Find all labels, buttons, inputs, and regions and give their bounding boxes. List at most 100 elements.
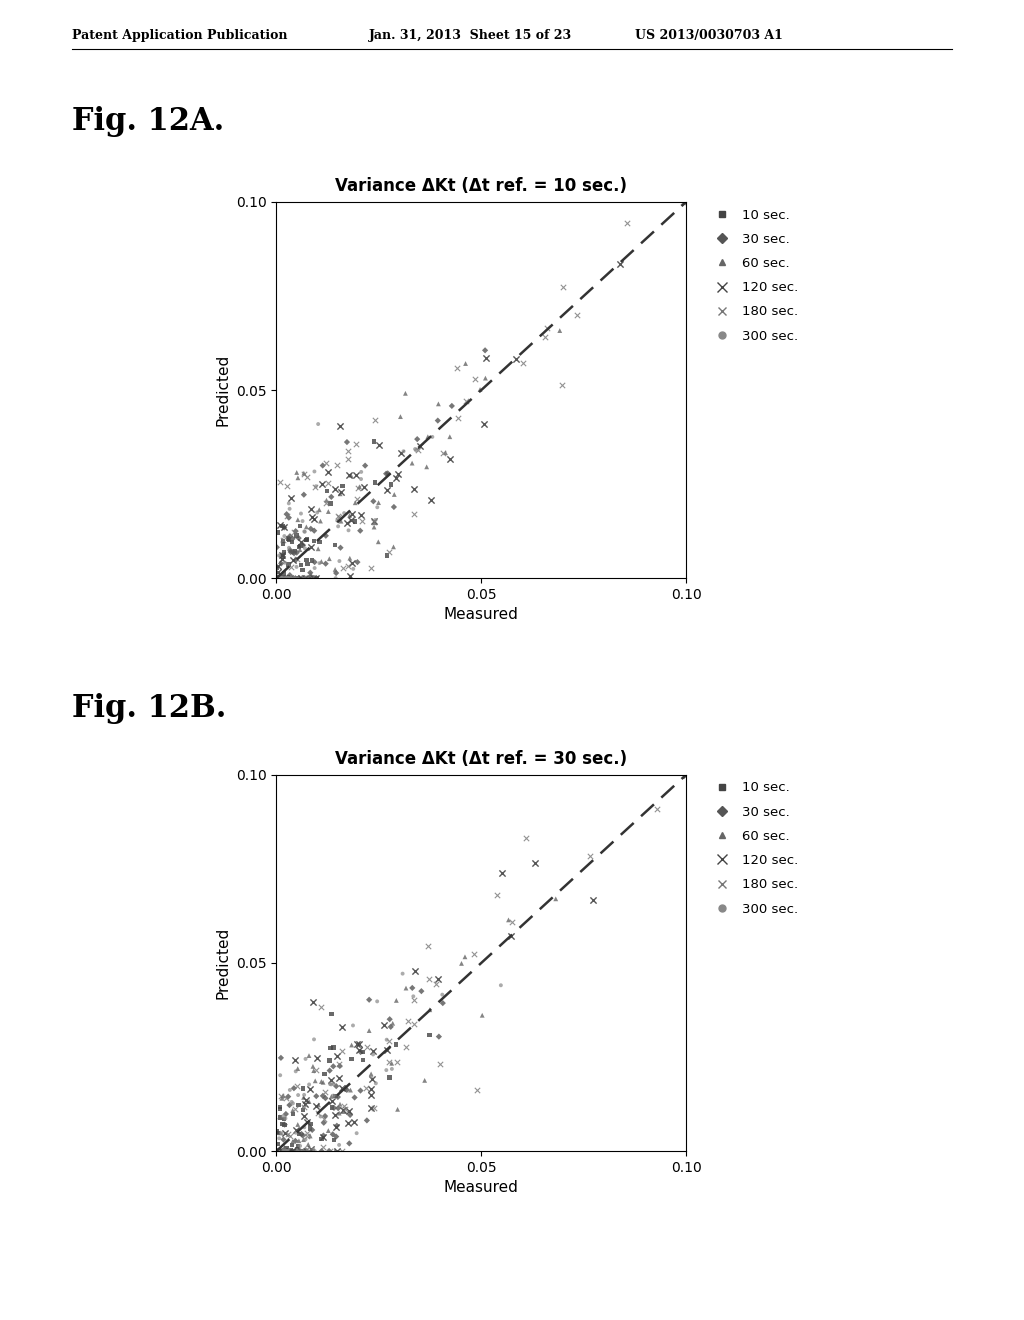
Point: [288, 549, 304, 570]
Point: [554, 375, 570, 396]
Point: [280, 568, 296, 589]
Point: [285, 541, 301, 562]
Point: [327, 1140, 343, 1162]
Point: [344, 504, 360, 525]
Point: [272, 568, 289, 589]
Point: [272, 568, 289, 589]
Point: [301, 568, 317, 589]
Point: [555, 276, 571, 297]
Point: [404, 977, 421, 998]
Point: [275, 1140, 292, 1162]
Point: [291, 536, 307, 557]
Point: [282, 1094, 298, 1115]
Point: [406, 479, 422, 500]
Point: [294, 560, 310, 581]
Point: [311, 499, 328, 520]
Point: [365, 1069, 381, 1090]
Point: [295, 1140, 311, 1162]
Point: [281, 529, 297, 550]
Point: [284, 1092, 300, 1113]
Point: [283, 541, 299, 562]
Point: [334, 1077, 350, 1098]
Point: [274, 1085, 291, 1106]
Point: [269, 1140, 286, 1162]
Point: [306, 461, 323, 482]
Point: [342, 1080, 358, 1101]
Point: [330, 516, 346, 537]
Point: [306, 520, 323, 541]
Point: [273, 568, 290, 589]
Point: [304, 506, 321, 527]
Point: [310, 1102, 327, 1123]
Point: [539, 317, 555, 338]
Point: [280, 1140, 296, 1162]
Point: [292, 1135, 308, 1156]
Point: [334, 475, 350, 496]
Point: [268, 1140, 285, 1162]
Point: [273, 568, 290, 589]
Point: [353, 504, 370, 525]
Point: [326, 1130, 342, 1151]
Point: [280, 528, 296, 549]
Point: [288, 525, 304, 546]
Point: [343, 465, 359, 486]
Point: [314, 1085, 331, 1106]
Point: [352, 1080, 369, 1101]
Point: [403, 453, 420, 474]
Point: [278, 1088, 294, 1109]
Point: [272, 1122, 289, 1143]
Point: [295, 463, 311, 484]
Point: [345, 1015, 361, 1036]
Point: [281, 568, 297, 589]
Point: [388, 990, 404, 1011]
Point: [305, 991, 322, 1012]
Point: [675, 191, 691, 213]
Point: [327, 478, 343, 499]
Point: [270, 1140, 287, 1162]
Point: [328, 1085, 344, 1106]
Text: Fig. 12A.: Fig. 12A.: [72, 106, 224, 136]
Point: [362, 1064, 379, 1085]
Point: [288, 568, 304, 589]
Point: [343, 1035, 359, 1056]
Point: [275, 1140, 292, 1162]
Point: [649, 799, 666, 820]
Point: [316, 1064, 333, 1085]
Point: [362, 1078, 379, 1100]
Point: [383, 1016, 399, 1038]
Point: [355, 1041, 372, 1063]
Point: [298, 516, 314, 537]
Point: [351, 1040, 368, 1061]
Point: [381, 1067, 397, 1088]
Point: [273, 568, 290, 589]
Point: [327, 535, 343, 556]
Point: [346, 1111, 362, 1133]
Point: [270, 1122, 287, 1143]
Point: [276, 568, 293, 589]
Point: [330, 506, 346, 527]
Point: [306, 508, 323, 529]
Point: [283, 1140, 299, 1162]
Point: [324, 1097, 340, 1118]
Point: [268, 537, 285, 558]
Point: [292, 539, 308, 560]
Point: [279, 1140, 295, 1162]
Point: [378, 1060, 394, 1081]
Point: [489, 884, 506, 906]
Point: [365, 1044, 381, 1065]
Point: [294, 1140, 310, 1162]
Point: [273, 1140, 290, 1162]
Point: [430, 411, 446, 432]
Point: [270, 568, 287, 589]
Point: [306, 531, 323, 552]
Point: [281, 568, 297, 589]
Point: [410, 440, 426, 461]
Point: [367, 510, 383, 531]
Point: [279, 568, 295, 589]
Point: [271, 1106, 288, 1127]
Point: [308, 1060, 325, 1081]
Point: [274, 529, 291, 550]
Point: [276, 543, 293, 564]
Point: [358, 1110, 375, 1131]
Point: [273, 1088, 290, 1109]
